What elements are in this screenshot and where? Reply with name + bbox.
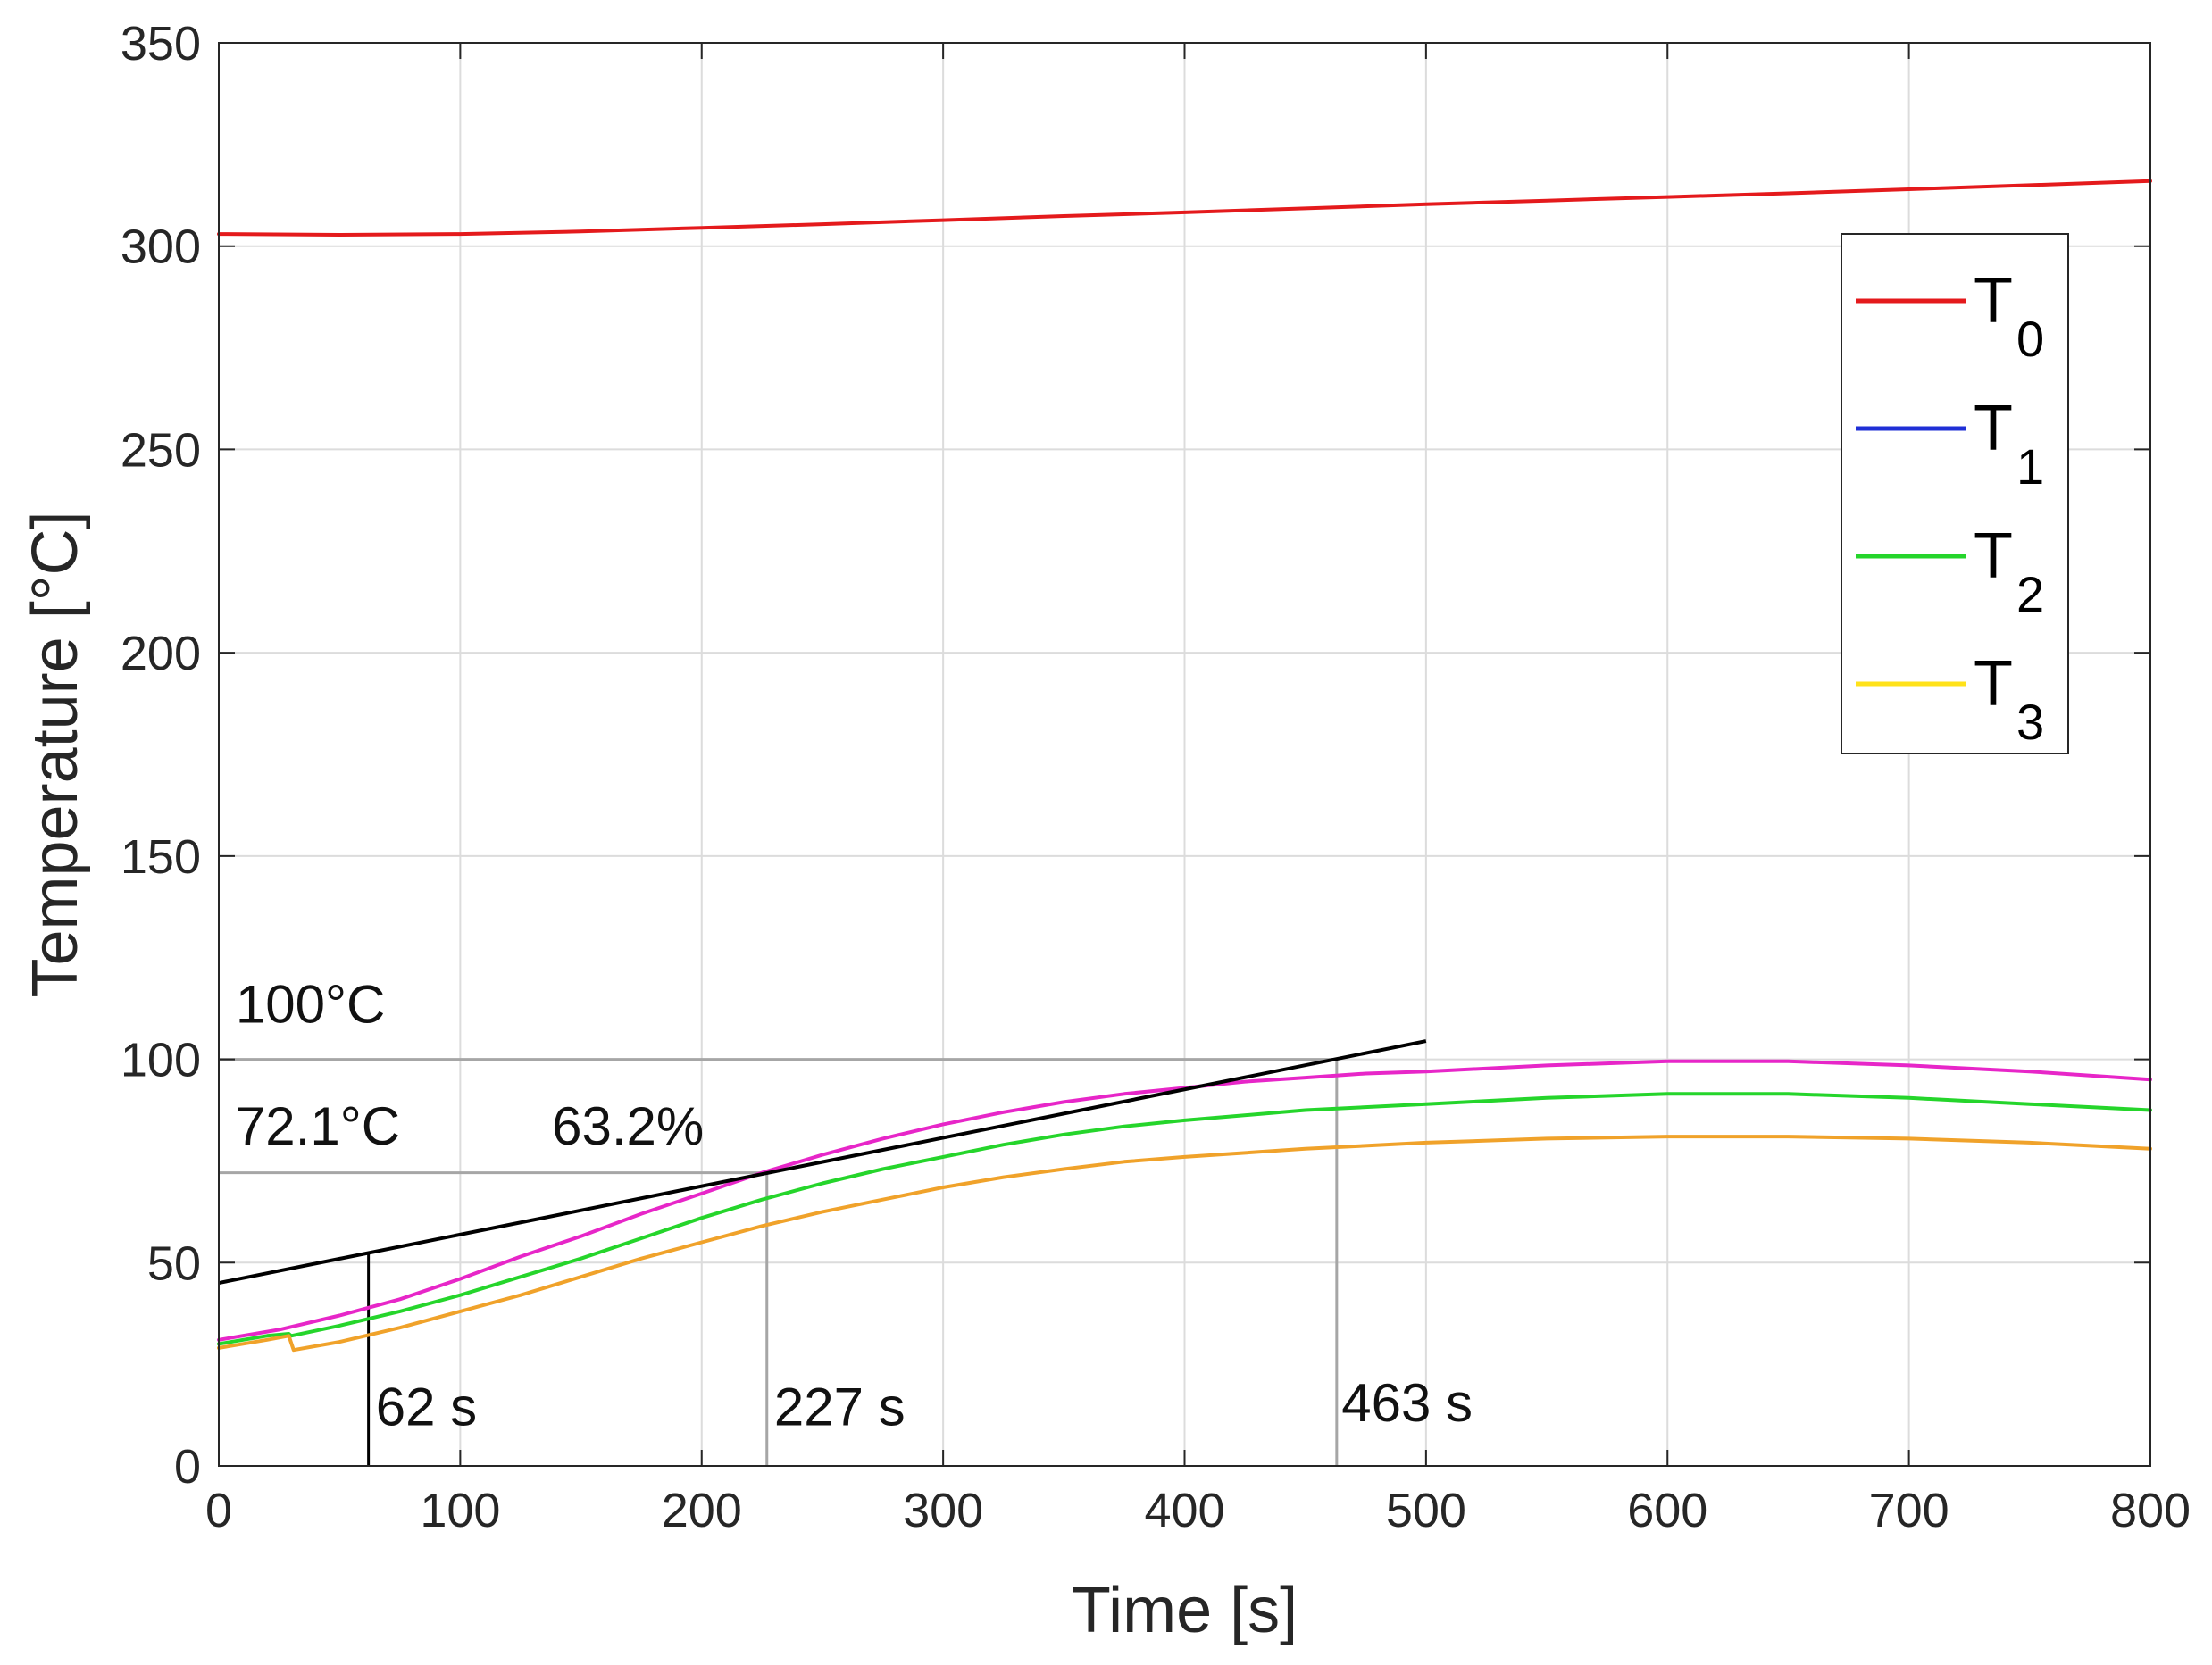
y-tick-label: 200 [121, 627, 201, 680]
x-tick-label: 200 [662, 1484, 742, 1537]
tangent-line-group [218, 1039, 1427, 1286]
y-axis-title: Temperature [°C] [20, 512, 91, 998]
legend-label-T2: T [1974, 520, 2013, 592]
annotation-label: 72.1°C [236, 1096, 400, 1156]
annotation-label: 63.2% [552, 1096, 704, 1156]
y-tick-label: 100 [121, 1034, 201, 1087]
annotation-label: 100°C [236, 975, 385, 1035]
tangent-line [218, 1039, 1427, 1286]
legend-subscript-T2: 2 [2016, 566, 2044, 622]
legend-box [1841, 233, 2069, 754]
y-tick-label: 150 [121, 830, 201, 884]
annotation-label: 463 s [1341, 1373, 1473, 1433]
x-tick-label: 0 [205, 1484, 232, 1537]
y-tick-label: 350 [121, 17, 201, 71]
series-line-T2 [217, 1092, 2152, 1346]
y-tick-label: 250 [121, 423, 201, 477]
y-tick-label: 50 [147, 1236, 201, 1290]
legend-label-T0: T [1974, 265, 2013, 337]
x-tick-label: 500 [1386, 1484, 1466, 1537]
x-tick-label: 100 [420, 1484, 500, 1537]
legend-subscript-T3: 3 [2016, 694, 2044, 750]
annotation-label: 227 s [774, 1377, 906, 1436]
series-line-T3 [217, 1135, 2152, 1353]
tick-marks [218, 42, 2151, 1467]
x-tick-label: 400 [1144, 1484, 1224, 1537]
legend-label-T1: T [1974, 393, 2013, 464]
annotation-label: 62 s [376, 1377, 477, 1436]
legend-subscript-T1: 1 [2016, 438, 2044, 495]
x-tick-label: 600 [1627, 1484, 1707, 1537]
reference-lines [219, 1058, 1339, 1466]
series-lines [217, 179, 2152, 1353]
legend-subscript-T0: 0 [2016, 311, 2044, 367]
x-tick-label: 800 [2110, 1484, 2191, 1537]
x-axis-title: Time [s] [1072, 1575, 1298, 1646]
series-line-T0 [217, 179, 2152, 237]
x-tick-label: 300 [903, 1484, 983, 1537]
series-line-T1 [217, 1059, 2152, 1342]
x-tick-label: 700 [1869, 1484, 1949, 1537]
axis-titles: Time [s] Temperature [°C] [20, 512, 1298, 1647]
annotations: 100°C 72.1°C 63.2% 62 s 227 s 463 s [236, 975, 1473, 1437]
y-tick-label: 300 [121, 221, 201, 274]
tick-labels: 0 100 200 300 400 500 600 700 800 0 50 100 150 200 250… [121, 17, 2191, 1537]
y-tick-label: 0 [174, 1440, 201, 1494]
legend-label-T3: T [1974, 648, 2013, 720]
